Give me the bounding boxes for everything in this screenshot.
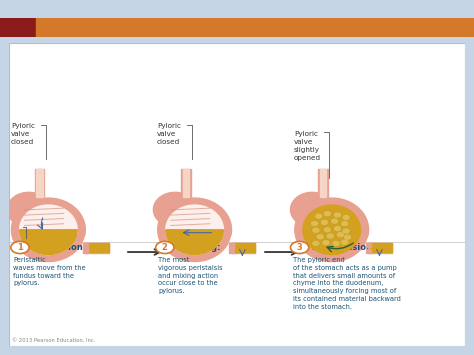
- Circle shape: [321, 240, 330, 246]
- Circle shape: [311, 228, 320, 233]
- Circle shape: [323, 211, 332, 217]
- Bar: [366, 249, 371, 253]
- Circle shape: [330, 218, 339, 224]
- Circle shape: [316, 234, 325, 240]
- Circle shape: [335, 213, 340, 217]
- Bar: [319, 169, 327, 197]
- Text: Grinding:: Grinding:: [177, 243, 221, 252]
- Circle shape: [333, 212, 342, 218]
- Circle shape: [324, 228, 330, 232]
- Circle shape: [343, 229, 349, 233]
- Bar: [369, 243, 392, 252]
- Polygon shape: [158, 198, 231, 262]
- Circle shape: [342, 228, 350, 234]
- Text: Propulsion:: Propulsion:: [32, 243, 86, 252]
- Circle shape: [323, 241, 329, 245]
- Circle shape: [335, 226, 340, 231]
- Circle shape: [342, 222, 348, 226]
- Text: Peristaltic
waves move from the
fundus toward the
pylorus.: Peristaltic waves move from the fundus t…: [13, 257, 86, 286]
- Bar: [318, 169, 328, 198]
- Circle shape: [336, 232, 345, 237]
- Polygon shape: [166, 230, 223, 255]
- Circle shape: [314, 213, 323, 219]
- Bar: [231, 243, 255, 252]
- Text: Pyloric
valve
closed: Pyloric valve closed: [11, 123, 35, 145]
- Bar: [182, 169, 189, 197]
- Circle shape: [340, 239, 349, 245]
- Text: 1: 1: [17, 243, 23, 252]
- Text: The most
vigorous peristalsis
and mixing action
occur close to the
pylorus.: The most vigorous peristalsis and mixing…: [158, 257, 223, 294]
- Circle shape: [317, 235, 323, 239]
- Circle shape: [155, 241, 174, 253]
- Circle shape: [345, 235, 351, 239]
- Bar: [369, 243, 392, 253]
- Circle shape: [321, 220, 328, 224]
- Circle shape: [326, 233, 335, 239]
- Polygon shape: [19, 205, 77, 255]
- Circle shape: [333, 241, 339, 245]
- Bar: [181, 169, 191, 198]
- Circle shape: [311, 222, 318, 226]
- Circle shape: [343, 234, 352, 240]
- Bar: [231, 243, 255, 253]
- Circle shape: [323, 227, 332, 233]
- Polygon shape: [303, 205, 361, 255]
- Circle shape: [313, 241, 319, 245]
- Circle shape: [331, 219, 337, 223]
- Circle shape: [324, 212, 330, 216]
- Bar: [36, 169, 43, 197]
- Circle shape: [316, 214, 322, 218]
- Circle shape: [313, 228, 319, 232]
- Text: Retropulsion:: Retropulsion:: [311, 243, 376, 252]
- Circle shape: [310, 221, 319, 226]
- Polygon shape: [7, 192, 46, 227]
- Circle shape: [291, 241, 309, 253]
- Text: 2: 2: [162, 243, 168, 252]
- Bar: [366, 243, 371, 247]
- Bar: [85, 243, 109, 253]
- Text: 3: 3: [297, 243, 302, 252]
- Bar: [229, 243, 234, 253]
- Circle shape: [11, 241, 29, 253]
- Circle shape: [332, 241, 340, 246]
- Circle shape: [333, 226, 342, 231]
- Circle shape: [340, 221, 349, 226]
- Circle shape: [343, 215, 349, 219]
- Polygon shape: [19, 230, 77, 255]
- Text: Pyloric
valve
slightly
opened: Pyloric valve slightly opened: [294, 131, 321, 160]
- Polygon shape: [291, 192, 330, 227]
- Bar: [0, 18, 36, 37]
- Polygon shape: [11, 198, 85, 262]
- Text: © 2013 Pearson Education, Inc.: © 2013 Pearson Education, Inc.: [12, 338, 96, 343]
- Text: The pyloric end
of the stomach acts as a pump
that delivers small amounts of
chy: The pyloric end of the stomach acts as a…: [293, 257, 401, 310]
- Circle shape: [327, 234, 333, 238]
- Bar: [82, 243, 88, 253]
- Polygon shape: [154, 192, 192, 227]
- Bar: [85, 243, 109, 252]
- Circle shape: [342, 240, 348, 244]
- Circle shape: [337, 233, 343, 237]
- Text: Pyloric
valve
closed: Pyloric valve closed: [157, 123, 181, 145]
- Circle shape: [342, 214, 350, 220]
- Circle shape: [320, 219, 329, 225]
- Polygon shape: [166, 205, 223, 255]
- Polygon shape: [295, 198, 369, 262]
- Bar: [35, 169, 45, 198]
- Circle shape: [311, 241, 320, 246]
